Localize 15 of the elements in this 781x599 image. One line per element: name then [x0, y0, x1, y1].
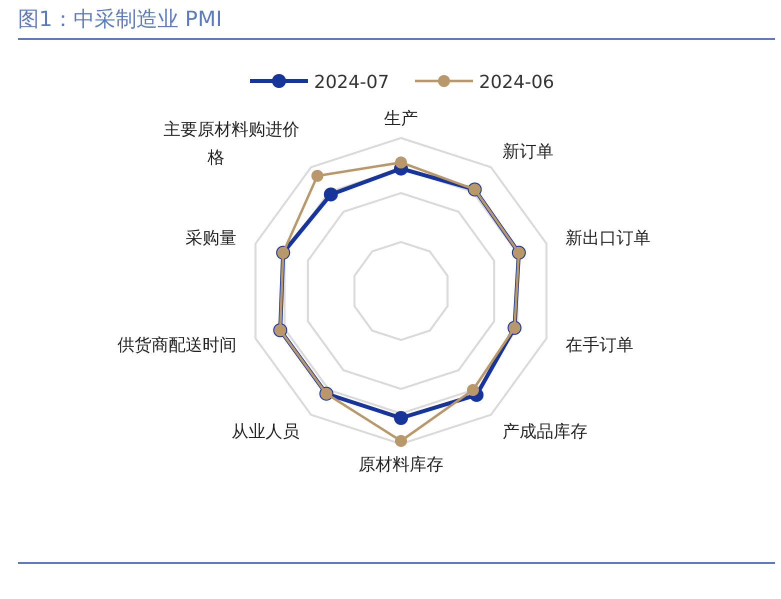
legend-item: 2024-06: [415, 72, 554, 93]
legend-label: 2024-07: [314, 72, 390, 93]
category-label: 生产: [384, 109, 418, 130]
category-label: 采购量: [186, 228, 237, 249]
category-label: 供货商配送时间: [118, 335, 237, 356]
category-label: 新订单: [502, 142, 554, 162]
category-label: 在手订单: [565, 335, 634, 356]
category-label: 从业人员: [231, 422, 300, 442]
legend-item: 2024-07: [250, 72, 390, 93]
category-label: 主要原材料购进价格: [163, 120, 300, 168]
category-label: 新出口订单: [565, 228, 650, 249]
legend-label: 2024-06: [479, 72, 554, 93]
category-label: 产成品库存: [502, 422, 588, 442]
category-label: 原材料库存: [358, 454, 444, 475]
title: 图1：中采制造业 PMI: [18, 7, 222, 31]
